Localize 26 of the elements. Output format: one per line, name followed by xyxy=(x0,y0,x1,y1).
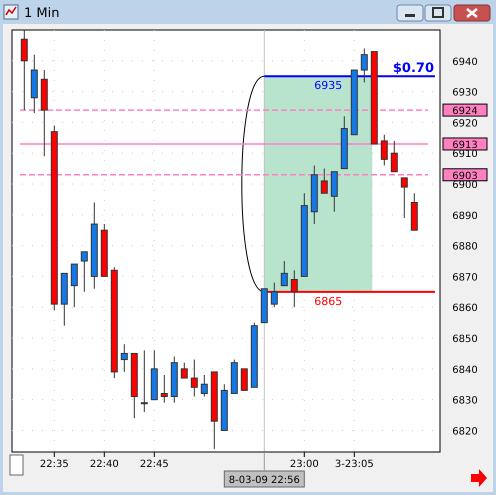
y-tick-label: 6830 xyxy=(452,396,478,407)
y-tick-label: 6870 xyxy=(452,272,478,284)
y-tick-label: 6930 xyxy=(452,88,478,99)
x-tick-label: 22:35 xyxy=(40,459,69,470)
annotation: $0.70 xyxy=(392,61,434,76)
ref-line-label: 6865 xyxy=(314,294,342,308)
ref-line-label: 6935 xyxy=(314,79,342,92)
y-tick-label: 6890 xyxy=(452,210,478,222)
y-tick-label: 6840 xyxy=(452,364,478,376)
x-tick-label: 8-03-09 22:56 xyxy=(228,475,300,486)
x-tick-label: 22:40 xyxy=(90,459,119,470)
y-tick-label: 6820 xyxy=(452,426,478,438)
x-tick-label: 22:45 xyxy=(140,459,169,470)
ref-line-label: 6924 xyxy=(452,106,478,118)
chart-title: 1 Min xyxy=(24,6,60,21)
ref-line-label: 6903 xyxy=(452,170,478,182)
x-tick-label: 3-23:05 xyxy=(334,459,374,470)
y-tick-label: 6880 xyxy=(452,242,478,253)
x-tick-label: 23:00 xyxy=(290,459,319,470)
y-tick-label: 6940 xyxy=(452,56,478,68)
ref-line-label: 6913 xyxy=(452,140,478,151)
y-tick-label: 6860 xyxy=(452,303,478,314)
y-tick-label: 6920 xyxy=(452,118,478,130)
y-tick-label: 6900 xyxy=(452,180,478,192)
y-tick-label: 6910 xyxy=(452,149,478,160)
y-tick-label: 6850 xyxy=(452,334,478,346)
